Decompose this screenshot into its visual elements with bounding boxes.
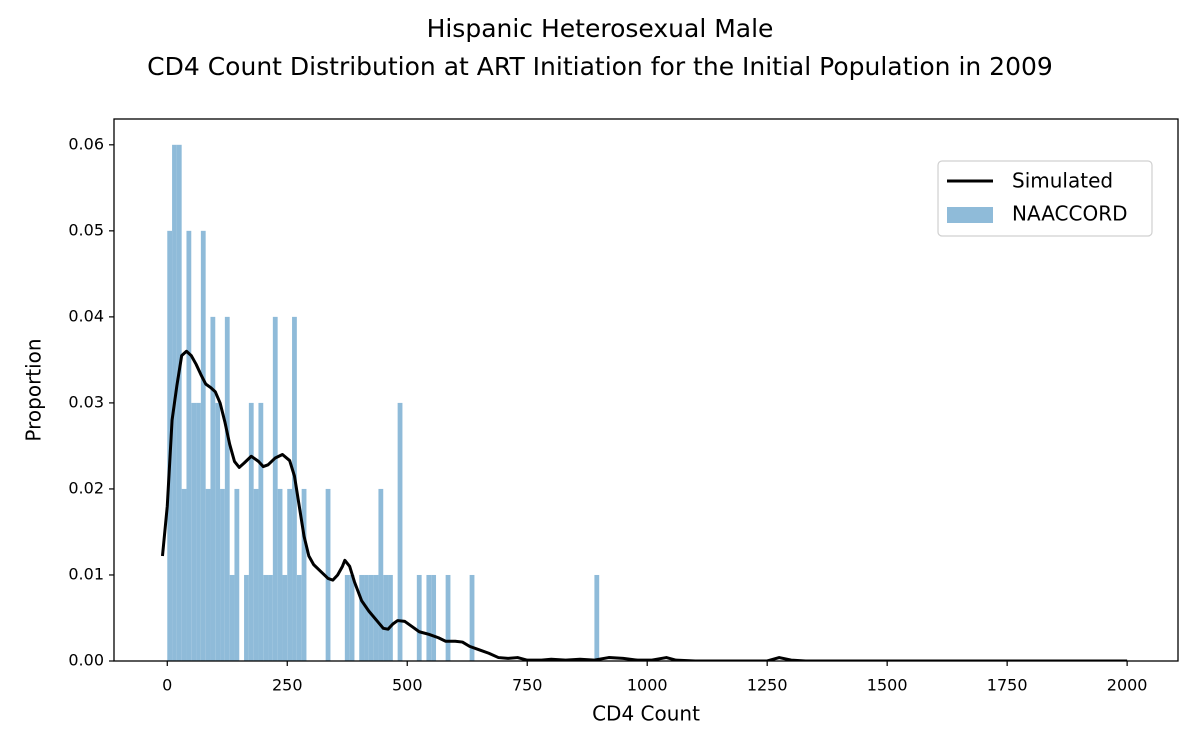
histogram-bar [258, 402, 264, 661]
y-tick-label: 0.04 [68, 306, 104, 325]
chart-title: Hispanic Heterosexual Male [427, 14, 774, 43]
x-tick-label: 1500 [867, 676, 908, 695]
histogram-bar [296, 574, 302, 661]
histogram-bar [301, 488, 307, 661]
histogram-bar [426, 574, 432, 661]
y-tick-label: 0.06 [68, 134, 104, 153]
histogram-bar [368, 574, 374, 661]
histogram-bar [344, 574, 350, 661]
y-tick-label: 0.00 [68, 651, 104, 670]
histogram-bar [282, 574, 288, 661]
legend-bar-swatch [947, 207, 993, 223]
y-tick-label: 0.05 [68, 220, 104, 239]
histogram-bar [431, 574, 437, 661]
histogram-bar [244, 574, 249, 661]
histogram-bar [445, 574, 451, 661]
legend-label: NAACCORD [1012, 202, 1128, 226]
histogram-bar [224, 316, 230, 661]
y-tick-label: 0.03 [68, 392, 104, 411]
x-tick-label: 0 [162, 676, 172, 695]
histogram-bar [205, 488, 211, 661]
line-series [160, 349, 1128, 661]
histogram-bar [253, 488, 259, 661]
histogram-bar [196, 402, 201, 661]
histogram-bar [364, 574, 369, 661]
histogram-bar [186, 230, 192, 661]
histogram-bar [383, 574, 389, 661]
x-tick-label: 250 [272, 676, 303, 695]
x-tick-label: 500 [392, 676, 423, 695]
histogram-bar [229, 574, 235, 661]
x-tick-label: 1750 [987, 676, 1028, 695]
histogram-bar [248, 402, 254, 661]
histogram-bar [359, 574, 365, 661]
histogram-bar [397, 402, 403, 661]
histogram-bar [325, 488, 331, 661]
histogram-bar [287, 488, 293, 661]
x-tick-label: 750 [512, 676, 543, 695]
x-axis-label: CD4 Count [592, 702, 700, 726]
histogram-bar [349, 574, 355, 661]
histogram-bar [191, 402, 197, 661]
x-tick-label: 1000 [627, 676, 668, 695]
chart-title: CD4 Count Distribution at ART Initiation… [147, 52, 1053, 81]
histogram-bar [416, 574, 422, 661]
axes-frame [113, 118, 1179, 662]
histogram-bar [594, 574, 600, 661]
histogram-bar [277, 488, 283, 661]
x-tick-label: 2000 [1107, 676, 1148, 695]
histogram-bar [200, 230, 206, 661]
y-tick-label: 0.01 [68, 564, 104, 583]
histogram-bar [181, 488, 187, 661]
x-tick-label: 1250 [747, 676, 788, 695]
y-axis-label: Proportion [22, 338, 46, 441]
legend-label: Simulated [1012, 169, 1113, 193]
histogram-bar [292, 316, 297, 661]
plot-area [160, 144, 1128, 661]
histogram-bar [215, 402, 221, 661]
histogram-bar [220, 488, 225, 661]
y-tick-label: 0.02 [68, 478, 104, 497]
histogram-bar [378, 488, 384, 661]
histogram-bar [469, 574, 475, 661]
histogram-bar [176, 144, 182, 661]
histogram-bar [263, 574, 269, 661]
histogram-bar [210, 316, 216, 661]
histogram-bar [388, 574, 393, 661]
histogram-bar [268, 574, 273, 661]
histogram-bar [272, 316, 278, 661]
histogram-bar [234, 488, 240, 661]
